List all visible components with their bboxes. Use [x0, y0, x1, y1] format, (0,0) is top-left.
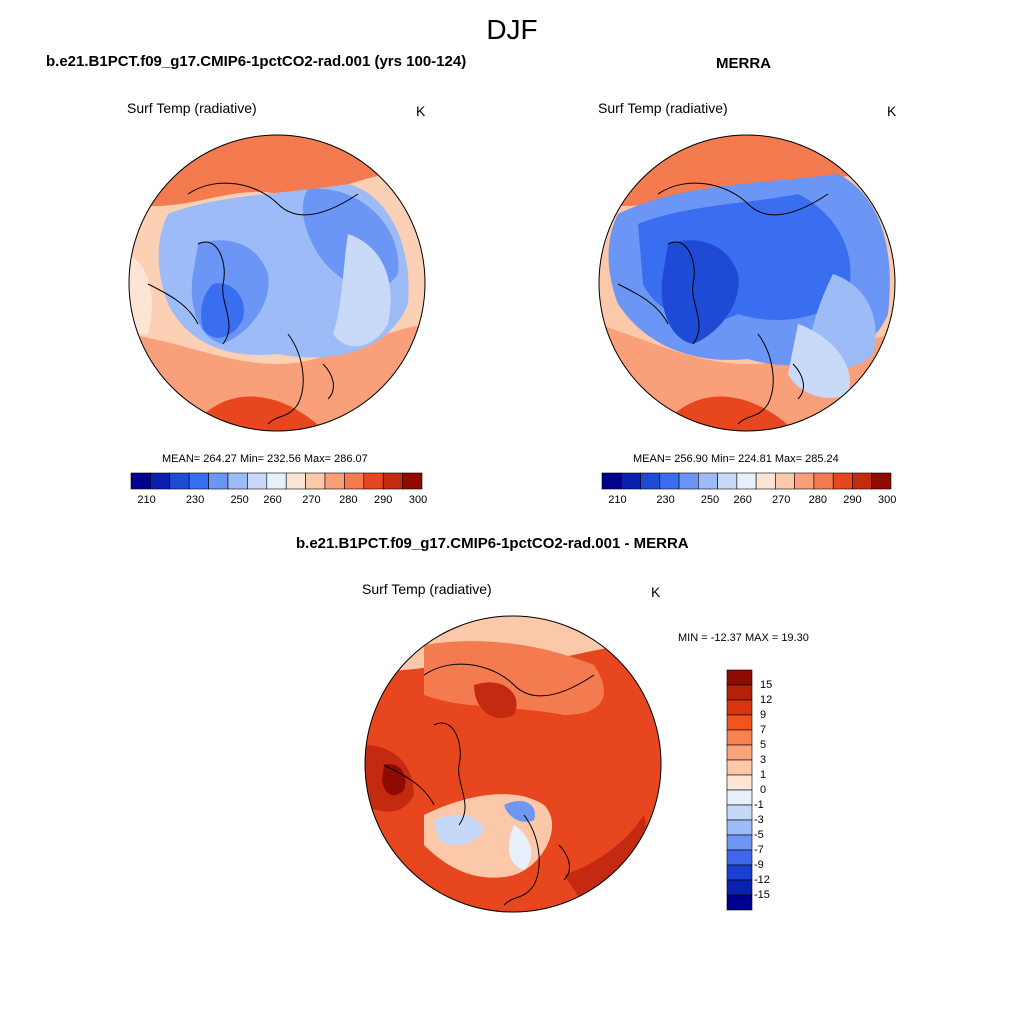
obs-panel-title: MERRA	[716, 55, 771, 72]
colorbar-tick-label: -9	[754, 859, 764, 871]
colorbar-swatch	[208, 472, 229, 490]
colorbar-swatch	[726, 759, 753, 776]
colorbar-swatch	[717, 472, 738, 490]
colorbar-swatch	[813, 472, 834, 490]
obs-stats: MEAN= 256.90 Min= 224.81 Max= 285.24	[633, 453, 839, 465]
colorbar-swatch	[188, 472, 209, 490]
colorbar-swatch	[726, 819, 753, 836]
colorbar-tick-label: 250	[230, 494, 249, 506]
colorbar-tick-label: 12	[760, 694, 773, 706]
colorbar-tick-label: 230	[185, 494, 205, 506]
colorbar-swatch	[363, 472, 384, 490]
colorbar-tick-label: 280	[808, 494, 827, 506]
colorbar-tick-label: 9	[760, 709, 767, 721]
colorbar-swatch	[698, 472, 718, 490]
model-variable-label: Surf Temp (radiative)	[127, 100, 257, 116]
diff-colorbar-ticks: 15 12 9 7 5 3 1 0 -1 -3 -5 -7 -9 -12 -15	[754, 670, 800, 910]
colorbar-swatch	[402, 472, 423, 490]
diff-polar-map	[364, 615, 662, 913]
model-units-label: K	[416, 103, 426, 119]
colorbar-tick-label: 7	[760, 724, 767, 736]
colorbar-tick-label: 280	[339, 494, 358, 506]
colorbar-tick-label: 260	[263, 494, 282, 506]
colorbar-tick-label: 250	[700, 494, 720, 506]
colorbar-swatch	[726, 774, 753, 791]
colorbar-swatch	[324, 472, 345, 490]
colorbar-tick-label: 210	[608, 494, 627, 506]
colorbar-swatch	[726, 789, 753, 806]
colorbar-tick-label: 260	[733, 494, 752, 506]
colorbar-swatch	[620, 472, 641, 490]
colorbar-swatch	[726, 729, 753, 746]
colorbar-swatch	[832, 472, 853, 490]
colorbar-tick-label: 300	[877, 494, 897, 506]
colorbar-swatch	[871, 472, 892, 490]
colorbar-tick-label: -7	[754, 844, 764, 856]
colorbar-swatch	[130, 472, 151, 490]
colorbar-tick-label: 1	[760, 769, 767, 781]
colorbar-tick-label: 290	[843, 494, 862, 506]
figure-title: DJF	[486, 14, 538, 45]
colorbar-swatch	[726, 804, 753, 821]
colorbar-swatch	[227, 472, 248, 490]
obs-units-label: K	[887, 103, 897, 119]
diff-stats: MIN = -12.37 MAX = 19.30	[678, 632, 809, 644]
colorbar-swatch	[794, 472, 815, 490]
colorbar-swatch	[726, 744, 753, 761]
colorbar-tick-label: 3	[760, 754, 767, 766]
colorbar-swatch	[169, 472, 190, 490]
colorbar-swatch	[726, 894, 753, 911]
colorbar-swatch	[266, 472, 287, 490]
colorbar-tick-label: -1	[754, 799, 764, 811]
colorbar-swatch	[305, 472, 326, 490]
obs-colorbar	[601, 472, 892, 490]
colorbar-tick-label: 5	[760, 739, 767, 751]
colorbar-swatch	[736, 472, 757, 490]
colorbar-swatch	[150, 472, 171, 490]
colorbar-swatch	[382, 472, 403, 490]
colorbar-tick-label: 270	[302, 494, 321, 506]
colorbar-swatch	[726, 849, 753, 866]
colorbar-swatch	[726, 879, 753, 896]
colorbar-tick-label: 0	[760, 784, 767, 796]
colorbar-tick-label: -15	[754, 889, 770, 901]
colorbar-tick-label: 15	[760, 679, 773, 691]
colorbar-swatch	[726, 834, 753, 851]
colorbar-swatch	[678, 472, 699, 490]
colorbar-tick-label: -5	[754, 829, 764, 841]
model-panel-title: b.e21.B1PCT.f09_g17.CMIP6-1pctCO2-rad.00…	[46, 53, 467, 70]
colorbar-tick-label: 230	[656, 494, 675, 506]
diff-colorbar	[726, 669, 753, 911]
diff-variable-label: Surf Temp (radiative)	[362, 581, 492, 597]
diff-panel-title: b.e21.B1PCT.f09_g17.CMIP6-1pctCO2-rad.00…	[296, 535, 689, 552]
colorbar-swatch	[726, 684, 753, 701]
colorbar-swatch	[344, 472, 365, 490]
colorbar-tick-label: 290	[374, 494, 393, 506]
diff-units-label: K	[651, 584, 661, 600]
colorbar-tick-label: -12	[754, 874, 770, 886]
colorbar-swatch	[726, 669, 753, 686]
obs-colorbar-ticks: 210 230 250 260 270 280 290 300	[602, 494, 896, 508]
colorbar-swatch	[726, 864, 753, 881]
colorbar-tick-label: 270	[771, 494, 791, 506]
colorbar-swatch	[659, 472, 680, 490]
colorbar-swatch	[852, 472, 873, 490]
colorbar-swatch	[640, 472, 661, 490]
model-colorbar-ticks: 210 230 250 260 270 280 290 300	[131, 494, 427, 508]
colorbar-swatch	[247, 472, 268, 490]
colorbar-swatch	[601, 472, 622, 490]
model-polar-map	[128, 134, 426, 432]
colorbar-swatch	[285, 472, 306, 490]
colorbar-swatch	[755, 472, 776, 490]
colorbar-swatch	[726, 714, 753, 731]
colorbar-swatch	[775, 472, 795, 490]
obs-variable-label: Surf Temp (radiative)	[598, 100, 728, 116]
model-stats: MEAN= 264.27 Min= 232.56 Max= 286.07	[162, 453, 368, 465]
colorbar-tick-label: 300	[408, 494, 428, 506]
colorbar-tick-label: -3	[754, 814, 764, 826]
model-colorbar	[130, 472, 423, 490]
colorbar-tick-label: 210	[137, 494, 156, 506]
colorbar-swatch	[726, 699, 753, 716]
obs-polar-map	[598, 134, 896, 432]
